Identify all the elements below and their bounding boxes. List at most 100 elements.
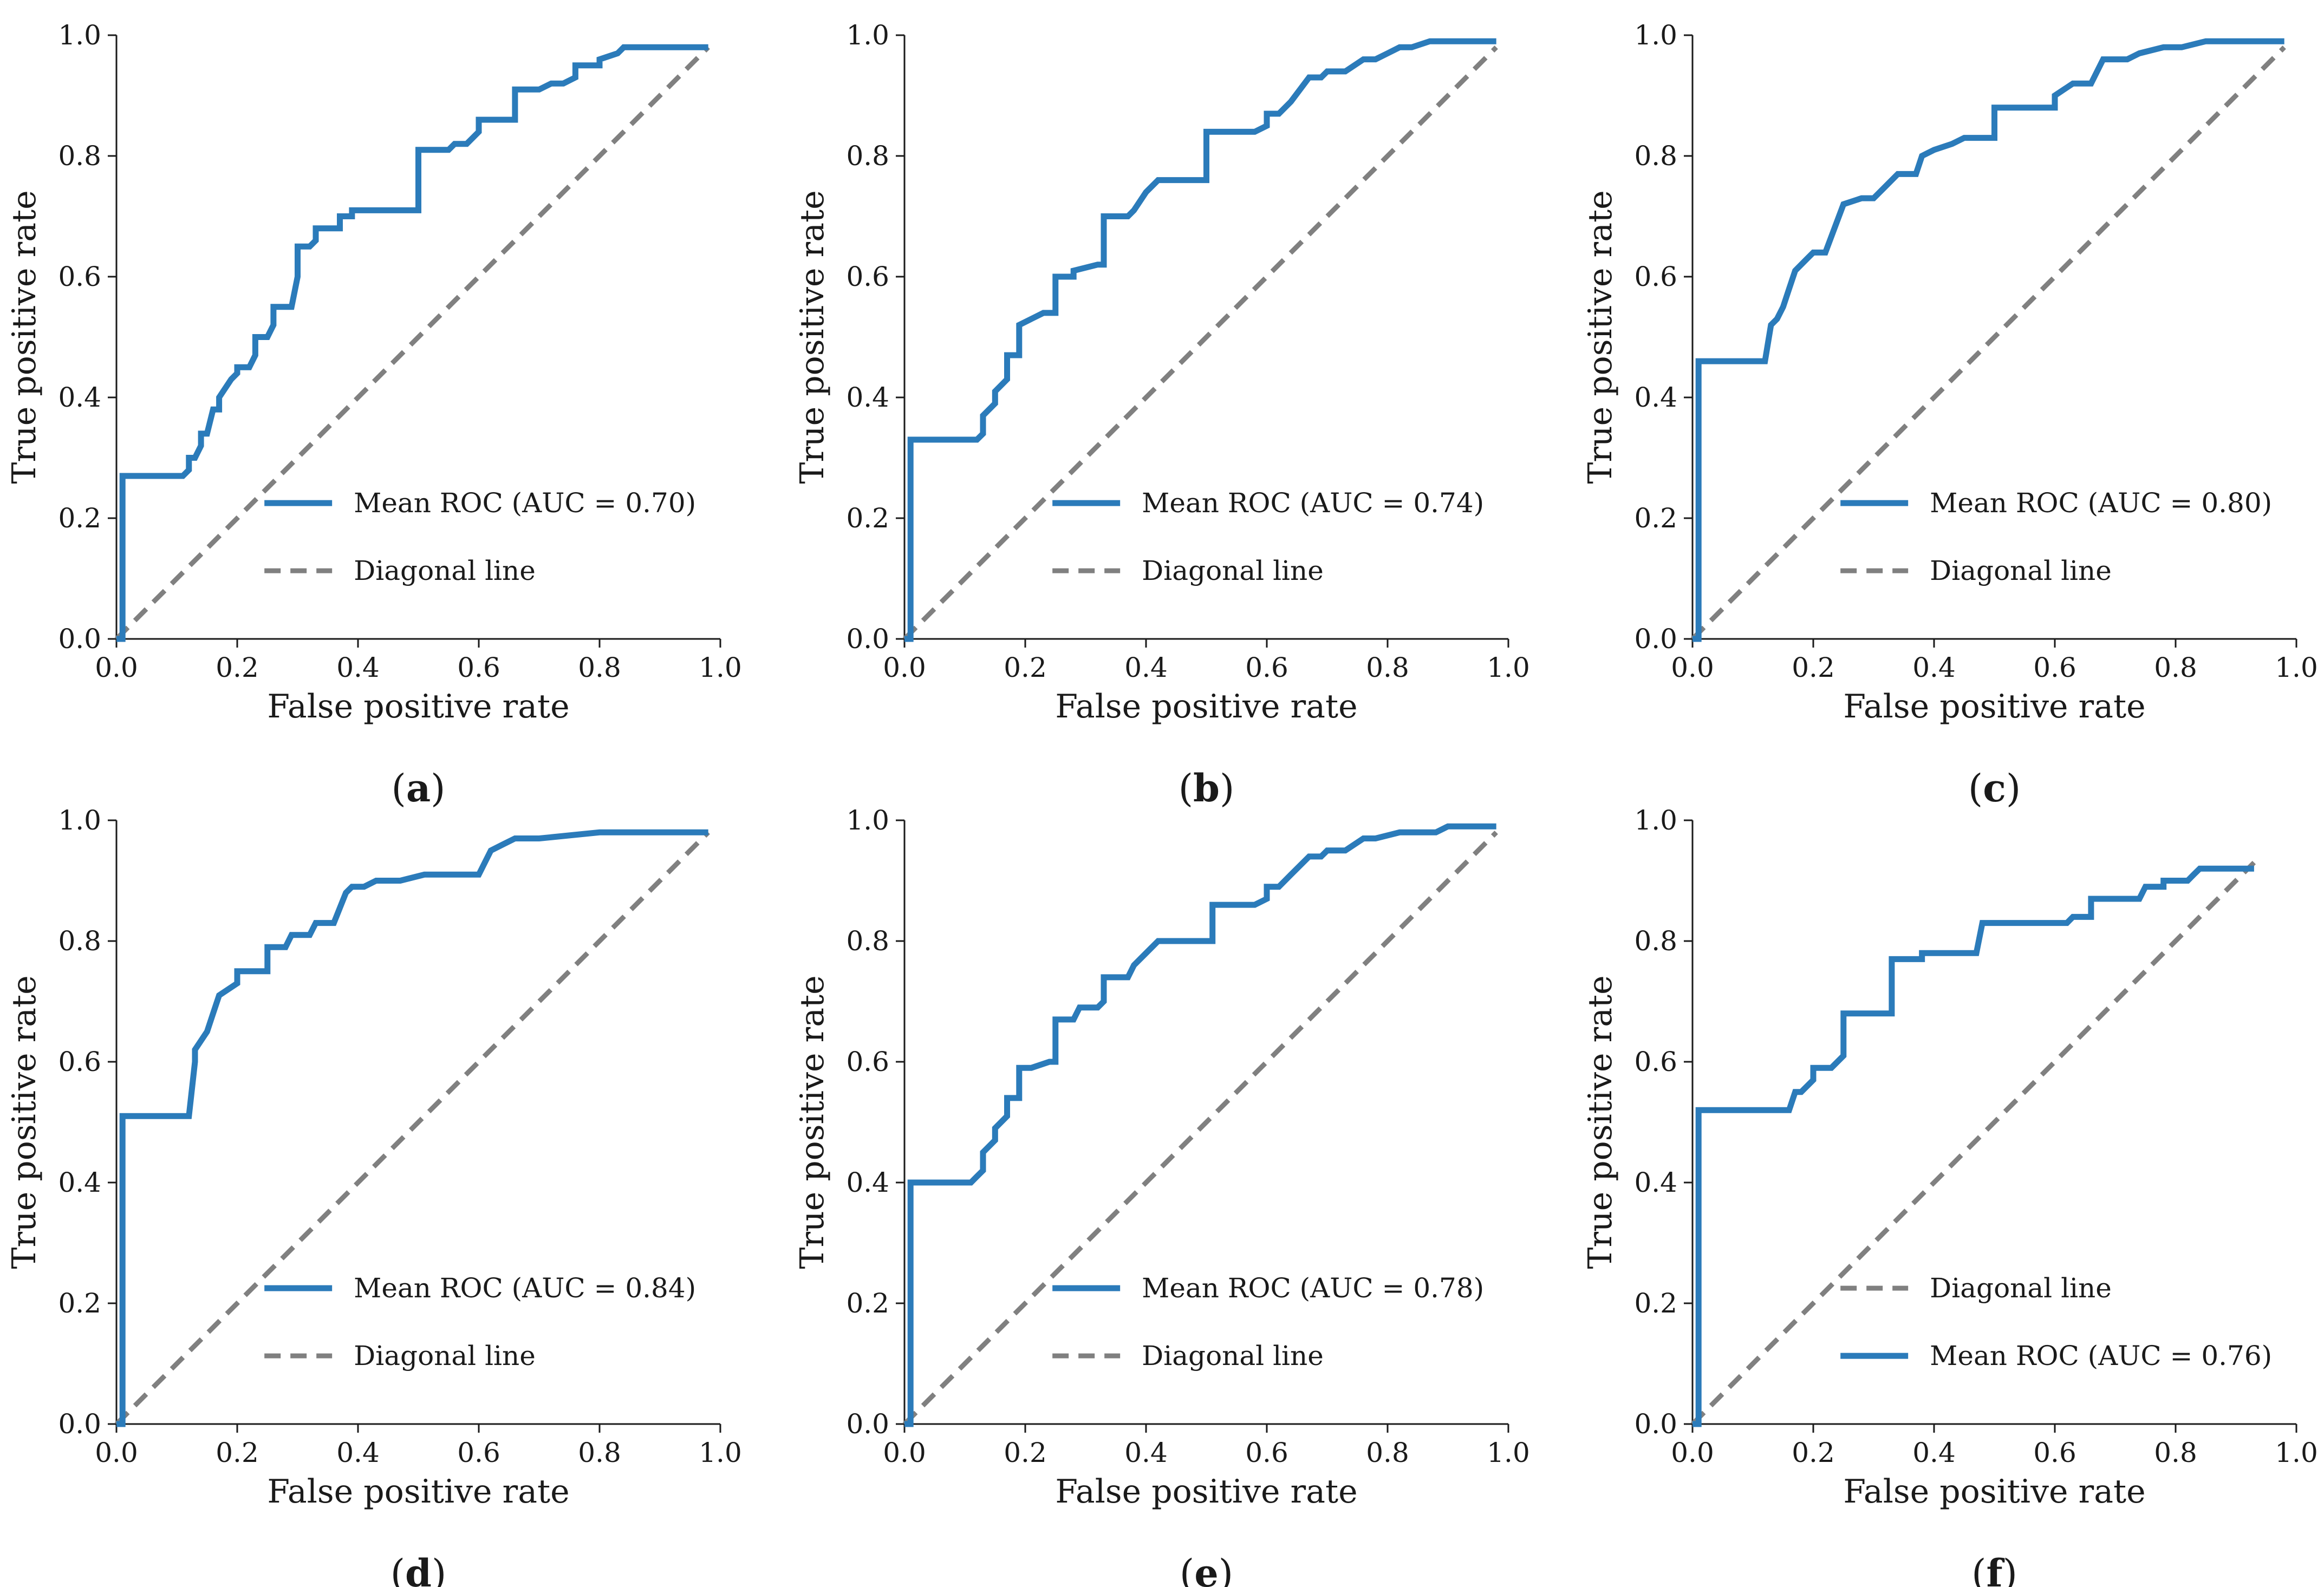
x-tick-label: 1.0 [1487,652,1530,683]
legend-label: Diagonal line [1142,1340,1324,1372]
legend-label: Mean ROC (AUC = 0.74) [1142,487,1484,519]
y-tick-label: 0.2 [1634,1288,1677,1319]
panel-caption: (a) [392,766,446,811]
caption-paren: ) [2006,766,2021,811]
y-tick-label: 0.8 [846,925,889,957]
x-tick-label: 1.0 [699,652,742,683]
mean-roc-curve [1692,38,2284,642]
y-tick-label: 0.0 [846,623,889,655]
y-tick-label: 0.2 [58,502,101,534]
mean-roc-curve [1692,865,2254,1427]
x-tick-label: 0.4 [1912,1437,1956,1468]
panel-c: 0.0 0.2 0.4 0.6 0.8 1.0 0.0 0.2 0.4 0.6 0.8 1.0 Fals… [1581,19,2318,811]
panel-caption: (b) [1179,766,1235,811]
legend-label: Diagonal line [354,1340,536,1372]
y-tick-label: 0.6 [1634,261,1677,292]
y-tick-label: 0.6 [846,261,889,292]
caption-paren: ( [1180,1551,1194,1587]
y-tick-label: 0.4 [58,1167,101,1198]
caption-paren: ) [432,1551,446,1587]
x-tick-label: 0.2 [216,1437,259,1468]
caption-paren: ( [1971,1551,1986,1587]
caption-paren: ) [2003,1551,2017,1587]
x-tick-label: 0.8 [1366,1437,1409,1468]
legend-label: Diagonal line [1930,555,2112,586]
y-tick-label: 0.4 [1634,382,1677,413]
caption-paren: ( [1179,766,1193,811]
x-axis-label: False positive rate [1843,688,2145,726]
y-tick-label: 0.6 [58,1046,101,1077]
x-tick-label: 0.2 [216,652,259,683]
caption-letter: d [405,1551,432,1587]
y-tick-label: 0.0 [58,623,101,655]
panel-b: 0.0 0.2 0.4 0.6 0.8 1.0 0.0 0.2 0.4 0.6 0.8 1.0 Fals… [793,19,1530,811]
x-tick-label: 0.4 [1912,652,1956,683]
diagonal-line [1690,45,2286,641]
panel-caption: (f) [1971,1551,2017,1587]
x-tick-label: 0.2 [1792,652,1835,683]
y-tick-label: 0.0 [846,1408,889,1440]
y-axis-label: True positive rate [5,190,43,484]
y-axis-label: True positive rate [793,975,831,1269]
x-tick-label: 1.0 [2275,652,2318,683]
y-tick-label: 0.6 [1634,1046,1677,1077]
y-axis-label: True positive rate [1581,975,1619,1269]
x-axis-label: False positive rate [1055,1473,1357,1511]
caption-paren: ) [431,766,445,811]
x-tick-label: 0.8 [578,1437,621,1468]
x-axis-label: False positive rate [1843,1473,2145,1511]
y-tick-label: 0.4 [846,382,889,413]
x-tick-label: 0.4 [336,1437,380,1468]
y-tick-label: 0.2 [846,1288,889,1319]
x-tick-label: 0.8 [2154,1437,2197,1468]
x-tick-label: 1.0 [2275,1437,2318,1468]
y-tick-label: 0.8 [846,140,889,172]
legend-label: Diagonal line [1142,555,1324,586]
y-tick-label: 0.6 [846,1046,889,1077]
y-tick-label: 1.0 [1634,805,1677,836]
y-tick-label: 0.0 [58,1408,101,1440]
x-tick-label: 0.4 [1124,1437,1168,1468]
x-tick-label: 0.6 [2033,1437,2076,1468]
x-tick-label: 0.4 [336,652,380,683]
y-tick-label: 0.8 [1634,140,1677,172]
caption-letter: f [1986,1551,2004,1587]
legend-label: Mean ROC (AUC = 0.80) [1930,487,2272,519]
mean-roc-curve [904,38,1496,642]
x-tick-label: 0.8 [1366,652,1409,683]
x-tick-label: 0.6 [2033,652,2076,683]
legend-label: Mean ROC (AUC = 0.84) [354,1272,696,1304]
diagonal-line [1690,860,2256,1426]
legend-label: Mean ROC (AUC = 0.70) [354,487,696,519]
y-tick-label: 1.0 [58,19,101,51]
x-tick-label: 0.4 [1124,652,1168,683]
diagonal-line [902,831,1498,1426]
x-tick-label: 0.0 [95,652,138,683]
panel-caption: (d) [390,1551,447,1587]
x-tick-label: 1.0 [1487,1437,1530,1468]
legend-label: Diagonal line [1930,1272,2112,1304]
x-tick-label: 0.2 [1004,652,1047,683]
y-tick-label: 1.0 [846,19,889,51]
legend-label: Mean ROC (AUC = 0.76) [1930,1340,2272,1372]
x-axis-label: False positive rate [267,688,569,726]
panel-d: 0.0 0.2 0.4 0.6 0.8 1.0 0.0 0.2 0.4 0.6 0.8 1.0 Fals… [5,805,742,1587]
mean-roc-curve [904,823,1496,1427]
panel-caption: (e) [1180,1551,1233,1587]
diagonal-line [114,45,710,641]
x-axis-label: False positive rate [1055,688,1357,726]
x-tick-label: 1.0 [699,1437,742,1468]
y-axis-label: True positive rate [5,975,43,1269]
x-tick-label: 0.0 [883,652,926,683]
panel-e: 0.0 0.2 0.4 0.6 0.8 1.0 0.0 0.2 0.4 0.6 0.8 1.0 Fals… [793,805,1530,1587]
x-tick-label: 0.8 [2154,652,2197,683]
caption-letter: c [1983,766,2006,811]
mean-roc-curve [116,829,708,1427]
mean-roc-curve [116,44,708,642]
diagonal-line [114,831,710,1426]
y-tick-label: 0.6 [58,261,101,292]
y-tick-label: 0.2 [1634,502,1677,534]
y-tick-label: 0.8 [58,140,101,172]
caption-letter: a [406,766,431,811]
